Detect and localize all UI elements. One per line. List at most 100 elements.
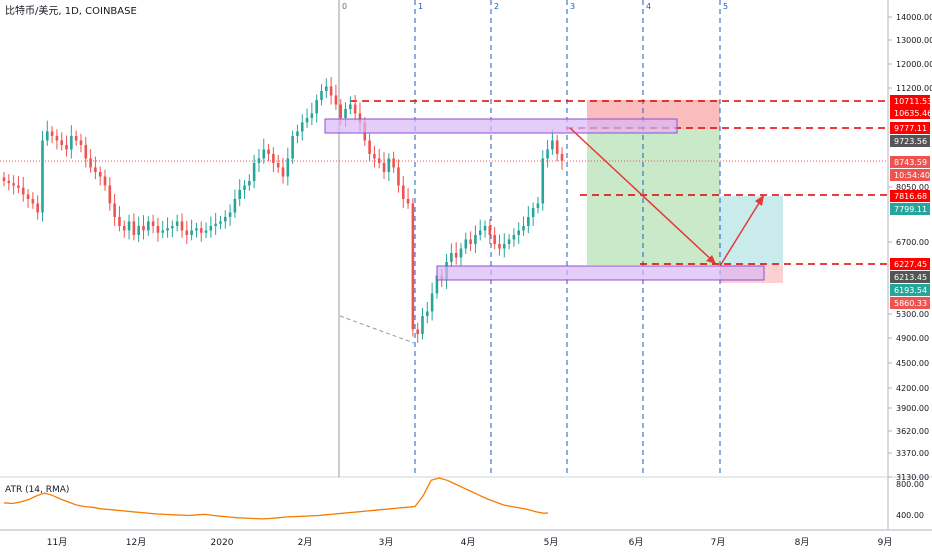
candle-body: [267, 149, 270, 154]
price-badge: [890, 297, 930, 309]
candle-body: [522, 225, 525, 231]
time-label: 4月: [461, 537, 476, 548]
candle-body: [291, 135, 294, 159]
candle-body: [122, 225, 126, 231]
candle-body: [464, 239, 468, 249]
trend-arrows[interactable]: [569, 127, 765, 267]
price-tick-label: 3900.00: [896, 404, 929, 413]
candle-body: [70, 135, 73, 150]
candle-body: [147, 221, 150, 231]
candle-body: [79, 140, 83, 145]
candle-body: [94, 167, 97, 172]
candle-body: [329, 86, 333, 96]
price-badge-label: 9777.11: [894, 124, 927, 133]
candle-body: [195, 228, 198, 231]
price-tick-label: 4900.00: [896, 334, 929, 343]
candle-body: [132, 221, 136, 235]
candle-body: [426, 311, 429, 316]
atr-label: ATR (14, RMA): [5, 485, 69, 495]
atr-pane: [3, 477, 561, 520]
price-badge: [890, 284, 930, 296]
candle-body: [7, 180, 11, 184]
time-label: 7月: [711, 537, 726, 548]
candle-body: [300, 122, 304, 132]
candle-body: [368, 140, 371, 154]
price-badge: [890, 95, 930, 107]
price-badge-label: 5860.33: [894, 299, 927, 308]
candle-body: [349, 104, 352, 109]
time-label: 5月: [544, 537, 559, 548]
price-badge-label: 7799.11: [894, 205, 927, 214]
highlight-rectangles[interactable]: [324, 118, 765, 281]
price-badge-label: 9723.56: [894, 137, 927, 146]
price-badge-label: 6227.45: [894, 260, 927, 269]
fib-label-2: 2: [494, 2, 499, 11]
candle-body: [421, 315, 424, 334]
candle-body: [118, 216, 121, 226]
price-badge: [890, 169, 930, 181]
down-arrow-line: [569, 127, 717, 265]
fib-label-5: 5: [723, 2, 728, 11]
price-badge: [890, 122, 930, 134]
up-arrow-head: [755, 195, 764, 206]
candle-body: [401, 185, 405, 199]
candle-body: [512, 234, 516, 240]
candle-body: [243, 185, 246, 190]
candle-body: [113, 203, 116, 217]
time-label: 2020: [211, 538, 234, 548]
fib-label-0: 0: [342, 2, 347, 11]
price-axis[interactable]: 14000.00 13000.00 12000.00 11200.00 8050.00 6…: [888, 13, 932, 520]
candle-body: [377, 158, 381, 163]
candle-body: [166, 228, 169, 231]
candle-body: [555, 140, 559, 154]
candle-body: [223, 216, 227, 222]
candle-body: [17, 185, 20, 188]
candle-body: [228, 212, 232, 217]
candle-body: [281, 167, 285, 177]
candle-body: [454, 252, 458, 258]
candle-body: [45, 131, 49, 141]
candle-body: [502, 243, 506, 249]
candle-body: [507, 239, 511, 244]
candle-body: [373, 153, 376, 159]
candle-body: [272, 153, 275, 163]
time-label: 8月: [795, 537, 810, 548]
time-axis[interactable]: 11月 12月 2020 2月 3月 4月 5月 6月 7月 8月 9月: [47, 537, 893, 548]
candle-body: [156, 225, 160, 233]
price-badge-label: 10635.46: [894, 109, 932, 118]
candle-body: [382, 162, 386, 172]
price-tick-label: 3370.00: [896, 449, 929, 458]
candle-body: [60, 140, 64, 145]
candle-body: [151, 221, 155, 226]
candle-body: [171, 225, 174, 229]
candle-body: [310, 113, 314, 118]
candle-body: [320, 90, 323, 100]
price-tick-label: 4200.00: [896, 384, 929, 393]
candle-body: [551, 140, 554, 150]
candle-body: [488, 225, 492, 235]
price-tick-label: 4500.00: [896, 359, 929, 368]
fib-time-zones[interactable]: 0 1 2 3 4 5: [338, 0, 728, 477]
candle-body: [31, 198, 35, 204]
candle-body: [209, 225, 213, 231]
candle-body: [541, 158, 545, 204]
atr-tick-label: 400.00: [896, 511, 924, 520]
candle-body: [21, 187, 25, 195]
candle-body: [387, 158, 391, 172]
candle-body: [84, 144, 88, 159]
candle-body: [127, 221, 131, 231]
candle-body: [50, 131, 54, 136]
candle-body: [103, 176, 107, 186]
candle-body: [74, 135, 78, 141]
candle-body: [185, 230, 189, 235]
up-arrow-line: [719, 194, 765, 267]
price-tick-label: 12000.00: [896, 60, 932, 69]
candle-body: [406, 198, 410, 204]
position-zones[interactable]: [587, 100, 783, 283]
fib-label-1: 1: [418, 2, 423, 11]
candle-body: [248, 180, 251, 186]
candle-body: [531, 207, 535, 217]
candle-body: [65, 144, 68, 150]
